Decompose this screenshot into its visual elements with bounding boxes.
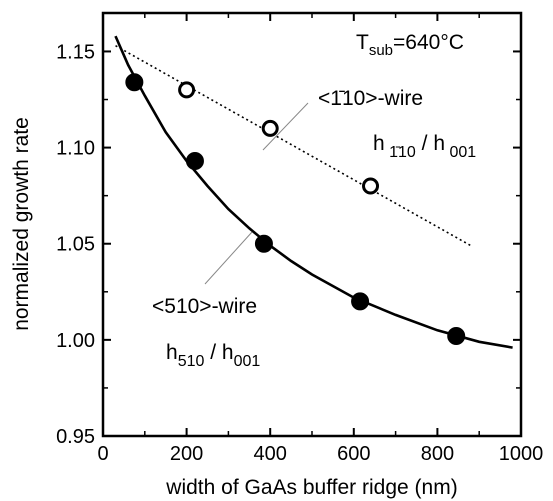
- y-tick-label: 1.10: [56, 138, 95, 160]
- y-tick-label: 1.15: [56, 41, 95, 63]
- plot-frame: [101, 11, 523, 438]
- tsub-annotation: Tsub=640°C: [356, 31, 464, 59]
- y-tick-label: 1.05: [56, 234, 95, 256]
- x-tick-labels: 0 200 400 600 800 1000: [97, 443, 543, 465]
- x-tick-label: 1000: [499, 443, 544, 465]
- filled-circle-point: [447, 327, 466, 346]
- x-tick-label: 600: [337, 443, 370, 465]
- filled-circle-point: [254, 234, 273, 253]
- y-axis-label: normalized growth rate: [10, 117, 33, 331]
- x-tick-label: 200: [170, 443, 203, 465]
- wire110-ratio: h 1̄10 / h 001: [373, 132, 476, 161]
- filled-circle-point: [185, 152, 204, 171]
- wire510-ratio: h510 / h001: [166, 341, 260, 370]
- open-circle-point: [178, 81, 196, 99]
- leader-line-510: [204, 231, 253, 285]
- data-points: [125, 73, 466, 346]
- leader-line-110: [262, 102, 309, 151]
- axis-ticks: [102, 13, 522, 437]
- wire110-label: <1̄10>-wire: [318, 87, 423, 110]
- filled-circle-point: [351, 292, 370, 311]
- y-tick-label: 1.00: [56, 330, 95, 352]
- open-circle-point: [362, 177, 380, 195]
- filled-circle-point: [125, 73, 144, 92]
- x-tick-label: 400: [254, 443, 287, 465]
- x-tick-label: 800: [421, 443, 454, 465]
- x-tick-label: 0: [97, 443, 108, 465]
- wire510-label: <510>-wire: [152, 295, 257, 318]
- open-circle-point: [261, 119, 279, 137]
- y-tick-labels: 0.95 1.00 1.05 1.10 1.15: [56, 41, 95, 448]
- x-axis-label: width of GaAs buffer ridge (nm): [165, 476, 457, 499]
- y-tick-label: 0.95: [56, 426, 95, 448]
